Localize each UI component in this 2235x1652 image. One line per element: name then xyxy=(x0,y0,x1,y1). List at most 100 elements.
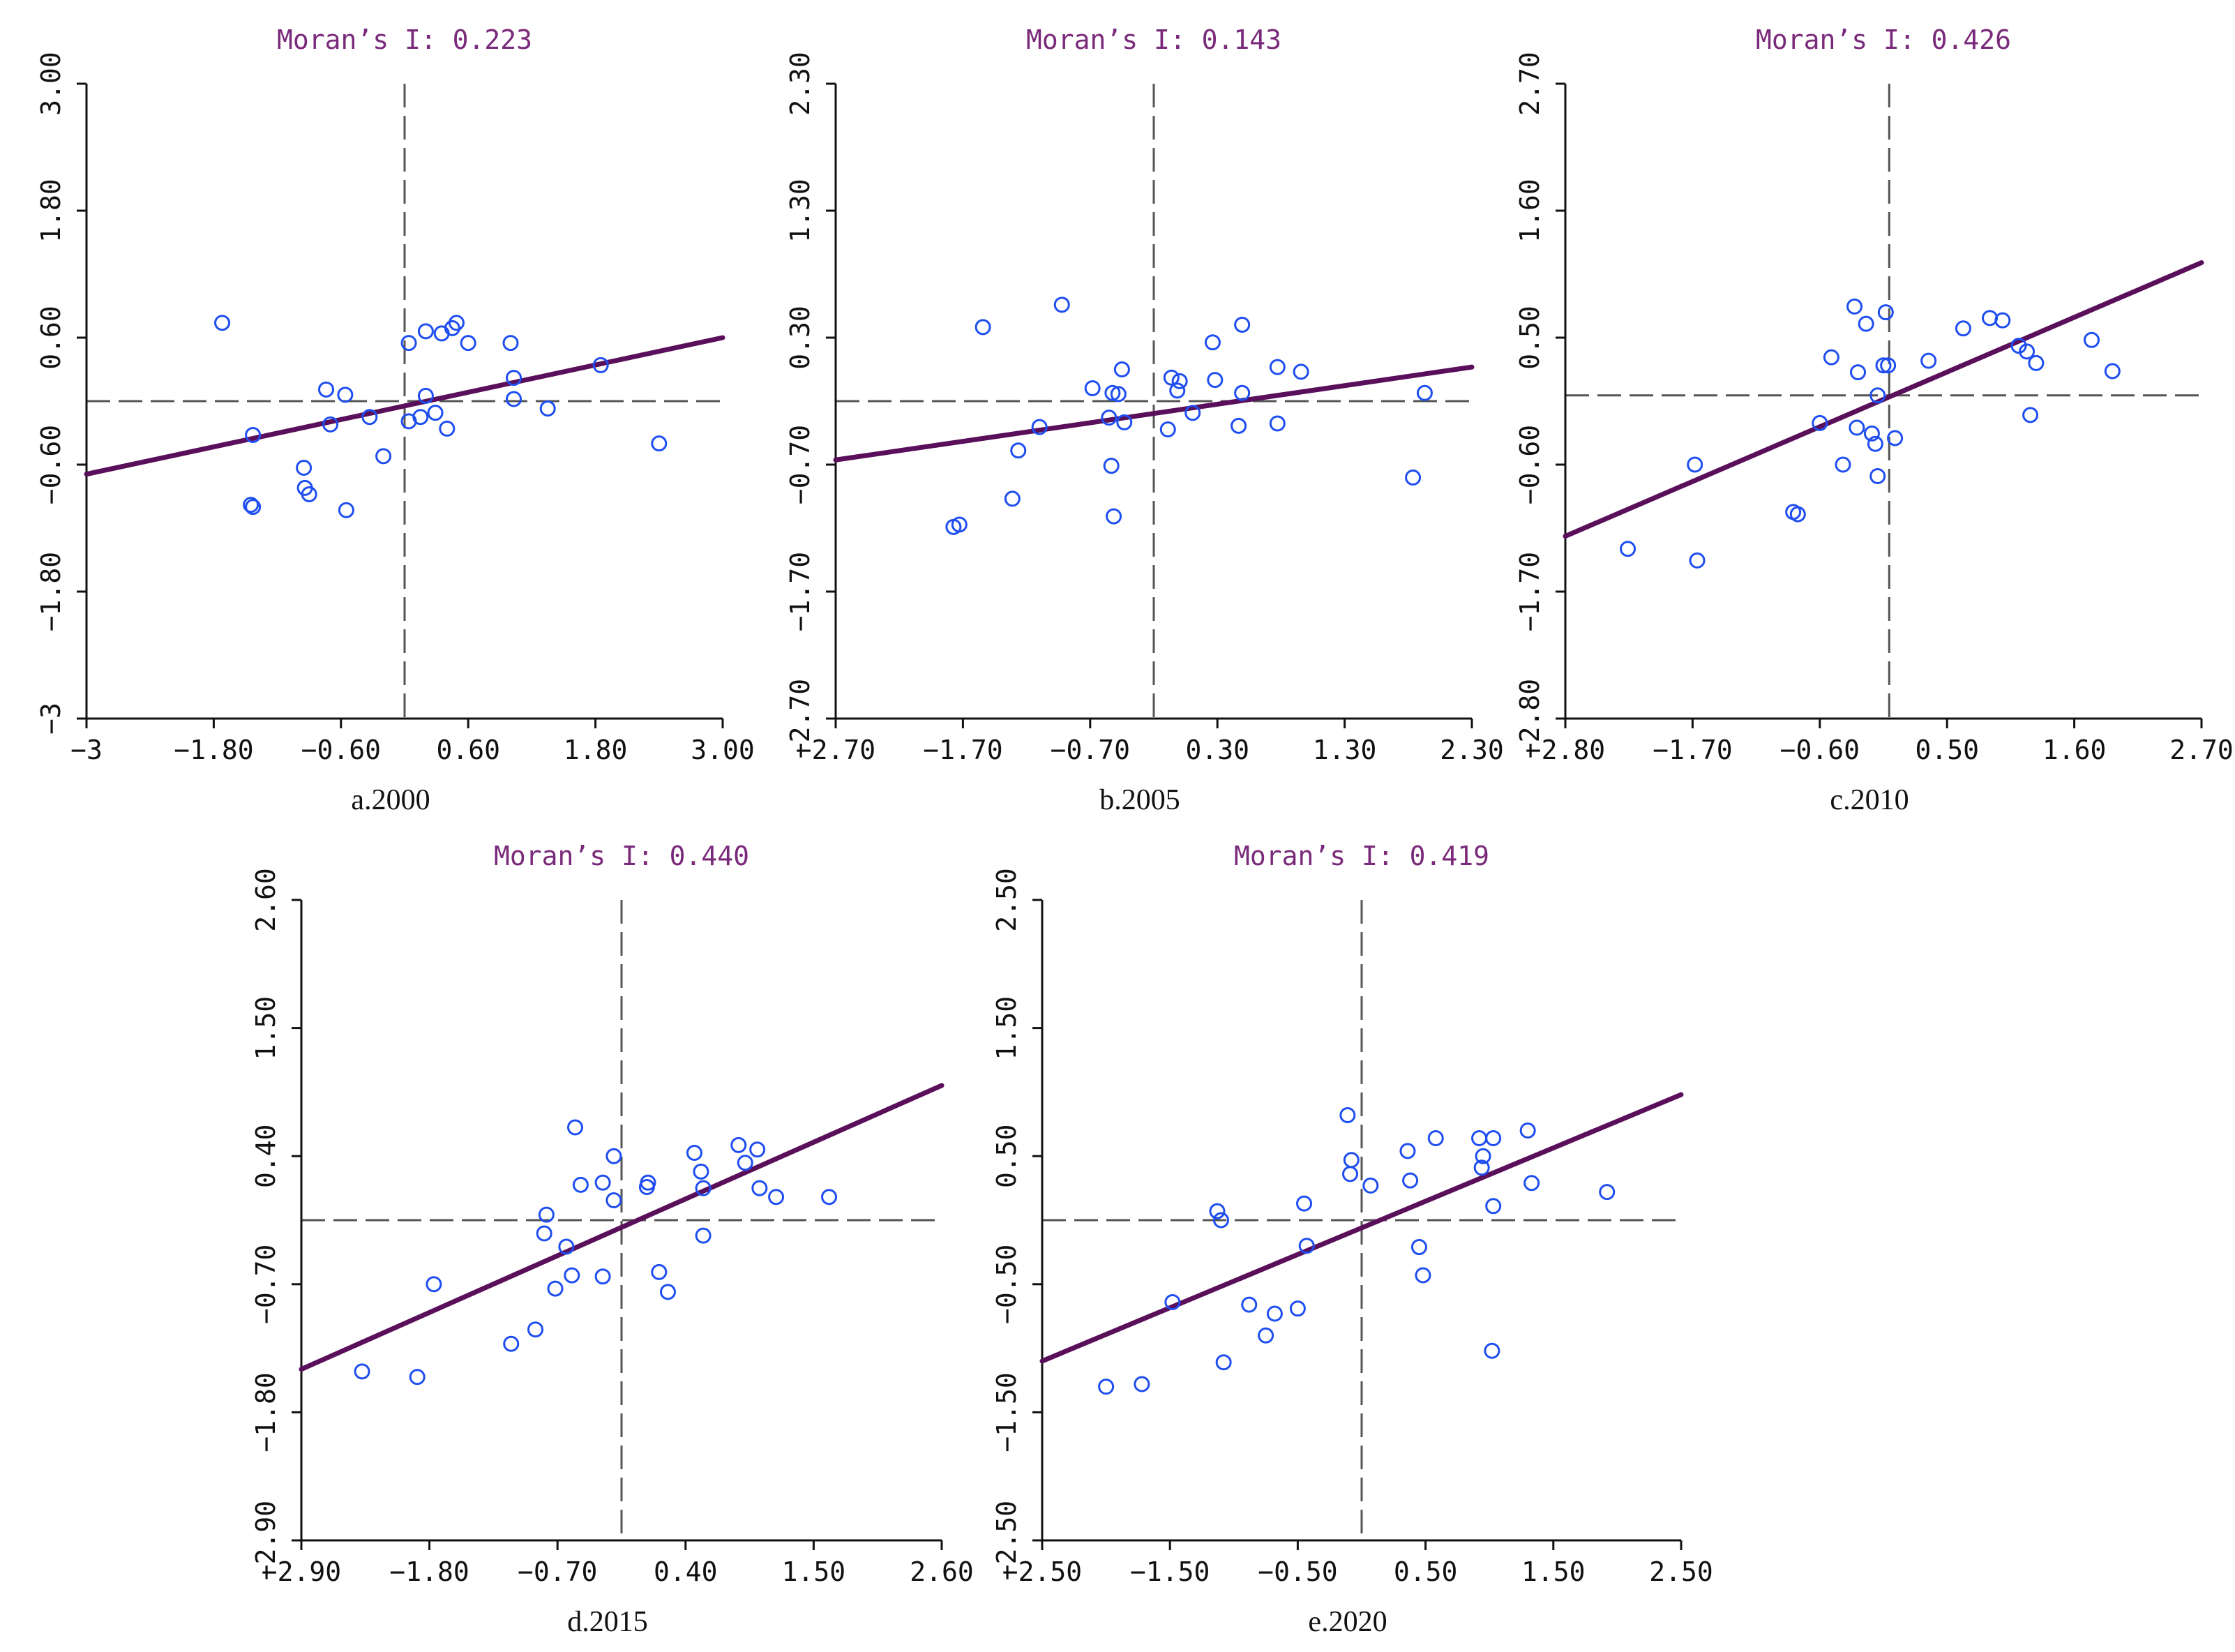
scatter-point xyxy=(2019,343,2035,360)
scatter-point xyxy=(1053,296,1070,313)
scatter-point xyxy=(751,1180,768,1196)
x-tick-label: 2.70 xyxy=(2169,735,2234,765)
scatter-point xyxy=(1982,310,1999,326)
scatter-point xyxy=(1689,552,1706,569)
x-tick-label: 3.00 xyxy=(691,735,755,765)
scatter-point xyxy=(1473,1159,1490,1176)
x-tick-label: −0.60 xyxy=(1780,735,1860,765)
scatter-point xyxy=(2010,338,2027,354)
panel-d-2015: −2.90−2.90 −1.80 −1.80 −0.70 −0.70 0.40 0.40 1.… xyxy=(250,841,974,1638)
scatter-point xyxy=(417,323,434,340)
scatter-point xyxy=(1880,357,1897,374)
scatter-point xyxy=(1850,364,1867,381)
scatter-point xyxy=(1410,1239,1427,1256)
scatter-point xyxy=(1163,369,1180,386)
panel-caption: b.2005 xyxy=(1099,784,1180,816)
scatter-point xyxy=(214,315,231,331)
panel-caption: c.2010 xyxy=(1830,784,1909,816)
scatter-point xyxy=(1289,1300,1306,1317)
scatter-point xyxy=(695,1227,712,1244)
scatter-point xyxy=(1867,435,1883,452)
y-tick-label: 0.50 xyxy=(1514,306,1545,370)
scatter-point xyxy=(951,516,968,533)
scatter-point xyxy=(2104,363,2121,380)
scatter-point xyxy=(1471,1129,1488,1146)
scatter-point xyxy=(1485,1198,1502,1215)
scatter-point xyxy=(1869,387,1886,404)
scatter-point xyxy=(1234,384,1251,401)
scatter-point xyxy=(1209,1203,1226,1219)
scatter-point xyxy=(243,497,259,513)
scatter-point xyxy=(1920,352,1937,369)
panel-c-2010: −2.80−2.80 −1.70 −1.70 −0.60 −0.60 0.50 0.50 1.… xyxy=(1514,24,2234,816)
scatter-point xyxy=(1159,421,1176,437)
x-tick-label: 0.60 xyxy=(436,735,500,765)
scatter-point xyxy=(2022,407,2039,423)
scatter-point xyxy=(1887,430,1904,446)
scatter-point xyxy=(821,1189,838,1206)
scatter-point xyxy=(1241,1296,1258,1313)
panel-caption: e.2020 xyxy=(1308,1606,1387,1638)
scatter-point xyxy=(1298,1238,1315,1254)
scatter-point xyxy=(1399,1143,1416,1159)
scatter-point xyxy=(1098,1379,1115,1395)
panel-a-2000: −3−3 −1.80 −1.80 −0.60 −0.60 0.60 0.60 1.80 1.80… xyxy=(36,24,755,816)
x-tick-label: 1.50 xyxy=(1521,1556,1586,1587)
scatter-point xyxy=(1269,359,1286,375)
scatter-point xyxy=(439,420,456,437)
x-tick-label: −1.80 xyxy=(174,735,253,765)
scatter-point xyxy=(301,486,317,502)
x-tick-label: −2.90 xyxy=(262,1556,341,1587)
scatter-point xyxy=(605,1148,622,1164)
scatter-point xyxy=(1342,1166,1359,1182)
scatter-point xyxy=(506,370,522,386)
x-tick-label: −1.50 xyxy=(1130,1556,1210,1587)
chart-title: Moran’s I: 0.419 xyxy=(1234,841,1489,871)
scatter-point xyxy=(338,502,354,518)
scatter-point xyxy=(1687,456,1703,473)
scatter-point xyxy=(1269,415,1286,432)
scatter-point xyxy=(354,1363,370,1380)
scatter-point xyxy=(1207,372,1224,389)
scatter-point xyxy=(1427,1129,1444,1146)
y-tick-label: −1.80 xyxy=(250,1372,281,1452)
x-tick-label: 0.40 xyxy=(654,1556,718,1587)
y-tick-label: 1.50 xyxy=(250,996,281,1060)
scatter-point xyxy=(1415,1267,1431,1284)
scatter-point xyxy=(1863,425,1880,442)
y-tick-label: 2.60 xyxy=(250,868,281,932)
scatter-point xyxy=(1343,1152,1360,1169)
scatter-point xyxy=(1402,1172,1419,1189)
scatter-point xyxy=(412,409,429,426)
y-tick-label: 2.30 xyxy=(785,52,815,116)
scatter-point xyxy=(503,1335,520,1352)
scatter-point xyxy=(1134,1376,1150,1392)
scatter-point xyxy=(1104,384,1121,401)
y-tick-label: 0.60 xyxy=(36,306,66,370)
chart-title: Moran’s I: 0.143 xyxy=(1026,24,1281,55)
scatter-point xyxy=(1416,384,1433,401)
y-tick-label: −2.80 xyxy=(1514,679,1545,758)
scatter-point xyxy=(400,335,417,352)
scatter-point xyxy=(1171,373,1188,389)
x-tick-label: −1.70 xyxy=(1653,735,1732,765)
y-tick-label: 2.70 xyxy=(1514,52,1545,116)
y-tick-label: −1.50 xyxy=(991,1372,1022,1452)
scatter-point xyxy=(245,427,262,444)
x-tick-label: 2.50 xyxy=(1649,1556,1713,1587)
scatter-point xyxy=(375,448,392,465)
x-tick-label: 1.50 xyxy=(782,1556,846,1587)
regression-line xyxy=(1039,1092,1684,1364)
x-tick-label: 0.30 xyxy=(1185,735,1249,765)
y-tick-label: −0.70 xyxy=(785,425,815,504)
scatter-point xyxy=(1869,468,1886,485)
scatter-point xyxy=(1846,298,1863,315)
scatter-point xyxy=(1258,1327,1274,1344)
scatter-point xyxy=(1296,1195,1313,1212)
scatter-point xyxy=(1339,1106,1356,1123)
scatter-point xyxy=(1106,508,1122,525)
scatter-point xyxy=(605,1192,622,1209)
scatter-point xyxy=(572,1176,589,1193)
scatter-point xyxy=(564,1267,580,1284)
scatter-point xyxy=(651,435,668,452)
